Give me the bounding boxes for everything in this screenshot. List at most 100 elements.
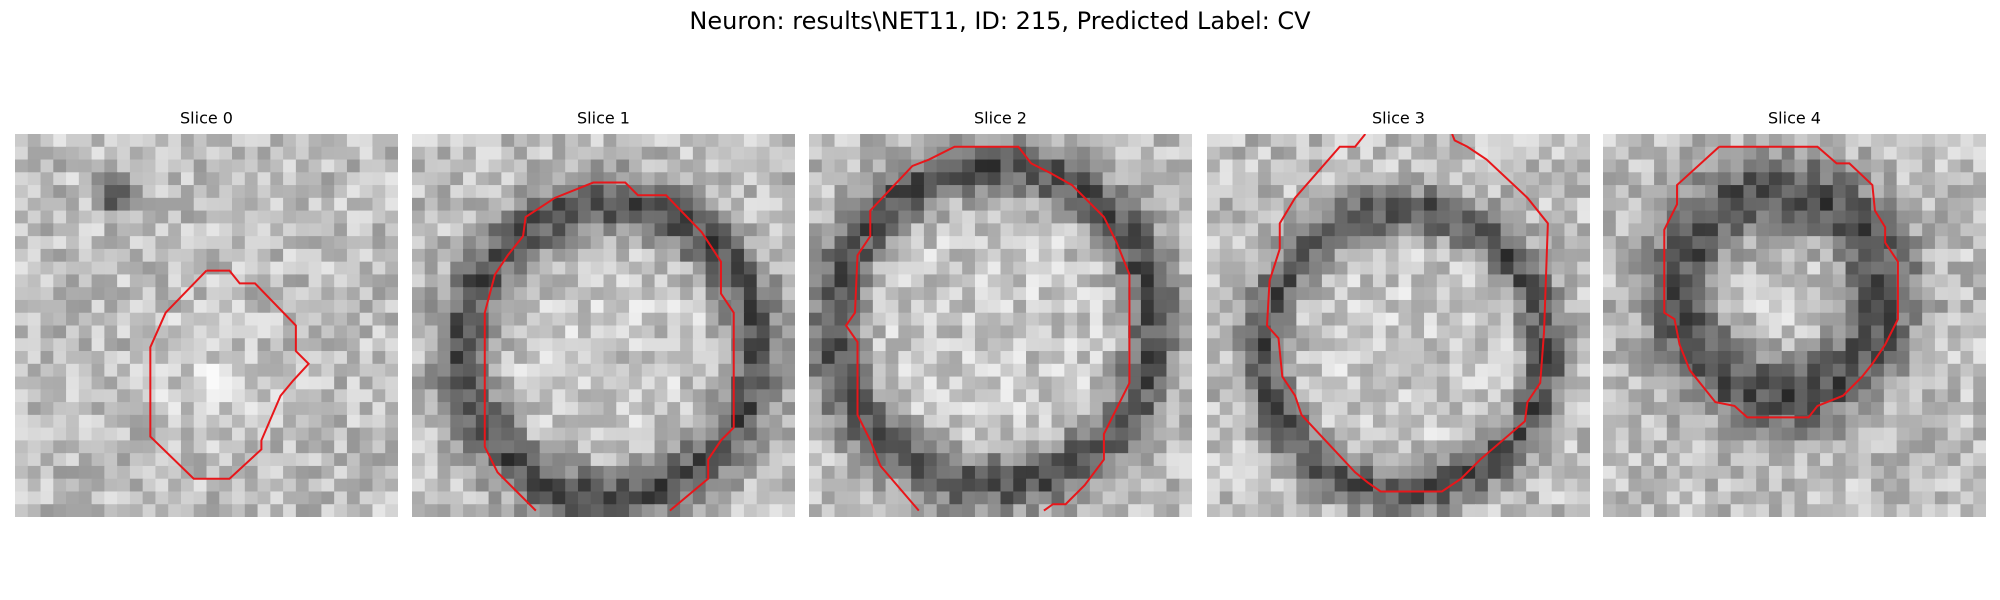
pixel: [616, 325, 630, 339]
pixel: [1820, 287, 1834, 301]
pixel: [898, 223, 912, 237]
pixel: [1309, 453, 1323, 467]
pixel: [1077, 210, 1091, 225]
pixel: [168, 146, 182, 161]
pixel: [872, 414, 887, 429]
pixel: [321, 134, 335, 148]
pixel: [129, 389, 144, 403]
pixel: [949, 389, 963, 403]
pixel: [1140, 236, 1155, 250]
pixel: [552, 478, 566, 493]
pixel: [526, 325, 541, 339]
pixel: [603, 299, 617, 314]
pixel: [1360, 287, 1374, 301]
pixel: [1947, 389, 1962, 403]
pixel: [603, 274, 617, 288]
pixel: [27, 427, 42, 442]
pixel: [1743, 223, 1757, 237]
pixel: [692, 491, 707, 505]
pixel: [809, 248, 823, 263]
pixel: [129, 159, 144, 173]
pixel: [1692, 440, 1706, 454]
pixel: [1411, 134, 1425, 148]
pixel: [257, 338, 271, 352]
pixel: [424, 261, 439, 276]
pixel: [1232, 427, 1246, 442]
pixel: [974, 185, 989, 199]
pixel: [782, 504, 795, 517]
pixel: [1551, 312, 1566, 327]
pixel: [193, 504, 208, 517]
pixel: [1743, 389, 1757, 403]
pixel: [463, 287, 477, 301]
pixel: [847, 261, 861, 276]
pixel: [1768, 402, 1783, 416]
pixel: [1615, 389, 1630, 403]
pixel: [654, 351, 668, 365]
pixel: [1128, 351, 1142, 365]
pixel: [1128, 287, 1142, 301]
pixel: [1871, 440, 1885, 454]
pixel: [1717, 491, 1732, 505]
pixel: [180, 134, 195, 148]
pixel: [821, 197, 836, 212]
pixel: [1577, 491, 1590, 505]
pixel: [1960, 159, 1974, 173]
pixel: [385, 363, 398, 378]
pixel: [1179, 465, 1192, 480]
pixel: [911, 185, 925, 199]
pixel: [257, 299, 271, 314]
pixel: [1258, 261, 1272, 276]
pixel: [308, 440, 323, 454]
pixel: [1705, 248, 1719, 263]
pixel: [1296, 478, 1310, 493]
pixel: [1166, 185, 1180, 199]
pixel: [1922, 159, 1936, 173]
pixel: [1296, 312, 1310, 327]
pixel: [1717, 236, 1732, 250]
pixel: [1960, 440, 1974, 454]
pixel: [1411, 325, 1425, 339]
pixel: [180, 197, 195, 212]
pixel: [1960, 465, 1974, 480]
pixel: [1296, 491, 1310, 505]
pixel: [667, 491, 681, 505]
pixel: [359, 338, 374, 352]
pixel: [1347, 376, 1361, 390]
pixel: [1245, 363, 1259, 378]
pixel: [974, 248, 989, 263]
pixel: [27, 312, 42, 327]
pixel: [577, 491, 592, 505]
pixel: [1883, 363, 1898, 378]
pixel: [1207, 465, 1221, 480]
pixel: [936, 210, 951, 225]
pixel: [1207, 236, 1221, 250]
pixel: [1089, 325, 1104, 339]
pixel: [769, 478, 783, 493]
pixel: [1000, 223, 1014, 237]
pixel: [1000, 440, 1014, 454]
pixel: [27, 197, 42, 212]
pixel: [193, 338, 208, 352]
pixel: [1283, 210, 1298, 225]
pixel: [1000, 312, 1014, 327]
pixel: [372, 159, 386, 173]
pixel: [1615, 440, 1630, 454]
pixel: [552, 351, 566, 365]
pixel: [359, 491, 374, 505]
pixel: [334, 197, 348, 212]
pixel: [565, 299, 579, 314]
pixel: [872, 338, 887, 352]
pixel: [117, 223, 131, 237]
pixel: [936, 287, 951, 301]
pixel: [412, 287, 426, 301]
pixel: [987, 299, 1002, 314]
pixel: [590, 312, 605, 327]
pixel: [577, 287, 592, 301]
pixel: [1654, 465, 1668, 480]
pixel: [308, 453, 323, 467]
pixel: [1654, 210, 1668, 225]
pixel: [577, 427, 592, 442]
pixel: [1832, 223, 1847, 237]
pixel: [1153, 236, 1168, 250]
